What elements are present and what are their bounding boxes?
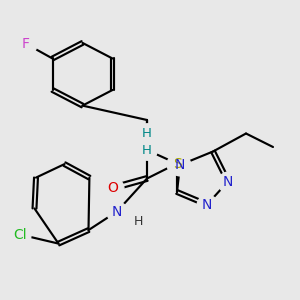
- Text: N: N: [175, 158, 185, 172]
- Text: H: H: [142, 143, 152, 157]
- Text: N: N: [202, 198, 212, 212]
- Text: S: S: [172, 157, 182, 170]
- Text: O: O: [107, 181, 118, 195]
- Text: Cl: Cl: [14, 228, 27, 242]
- Text: H: H: [133, 214, 143, 228]
- Text: N: N: [223, 175, 233, 188]
- Text: F: F: [22, 37, 29, 50]
- Text: H: H: [142, 127, 152, 140]
- Text: N: N: [112, 205, 122, 218]
